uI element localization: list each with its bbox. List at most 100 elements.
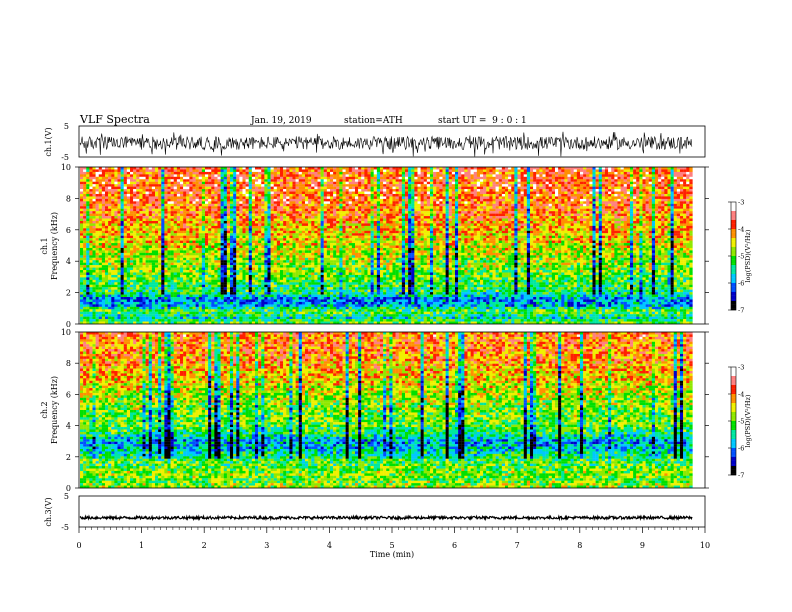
spectrogram-cell	[145, 225, 149, 229]
spectrogram-cell	[133, 201, 137, 204]
spectrogram-cell	[117, 247, 121, 251]
spectrogram-cell	[126, 191, 131, 195]
spectrogram-cell	[314, 294, 318, 298]
spectrogram-cell	[276, 220, 281, 224]
spectrogram-cell	[242, 301, 246, 305]
spectrogram-cell	[242, 277, 246, 280]
spectrogram-cell	[317, 292, 321, 295]
spectrogram-cell	[105, 270, 109, 273]
spectrogram-cell	[130, 272, 134, 276]
spectrogram-cell	[226, 201, 231, 204]
spectrogram-cell	[89, 228, 93, 231]
spectrogram-cell	[111, 294, 115, 298]
spectrogram-cell	[320, 167, 324, 170]
spectrogram-cell	[136, 198, 140, 202]
spectrogram-cell	[86, 270, 90, 273]
spectrogram-cell	[298, 230, 303, 234]
spectrogram-cell	[254, 272, 259, 276]
spectrogram-cell	[164, 306, 168, 310]
spectrogram-cell	[192, 262, 196, 266]
spectrogram-cell	[205, 272, 209, 276]
spectrogram-cell	[170, 167, 174, 170]
spectrogram-cell	[108, 272, 112, 276]
spectrogram-cell	[270, 198, 274, 202]
spectrogram-cell	[89, 238, 93, 241]
spectrogram-cell	[223, 316, 228, 320]
spectrogram-cell	[261, 314, 265, 317]
spectrogram-cell	[180, 270, 184, 273]
spectrogram-cell	[161, 213, 165, 217]
spectrogram-cell	[201, 233, 206, 236]
spectrogram-cell	[101, 245, 106, 249]
spectrogram-cell	[114, 282, 118, 285]
spectrogram-cell	[164, 247, 168, 251]
spectrogram-cell	[173, 230, 178, 234]
spectrogram-cell	[98, 304, 103, 307]
spectrogram-cell	[236, 255, 240, 258]
spectrogram-cell	[258, 243, 262, 246]
spectrogram-cell	[311, 287, 315, 290]
spectrogram-cell	[98, 306, 103, 310]
spectrogram-cell	[139, 309, 143, 312]
spectrogram-cell	[233, 228, 237, 231]
spectrogram-cell	[289, 243, 293, 246]
spectrogram-cell	[130, 309, 134, 312]
spectrogram-cell	[130, 270, 134, 273]
spectrogram-cell	[258, 206, 262, 209]
spectrogram-cell	[267, 225, 271, 229]
spectrogram-cell	[208, 272, 212, 276]
spectrogram-cell	[283, 243, 287, 246]
spectrogram-cell	[264, 316, 268, 320]
spectrogram-cell	[183, 233, 187, 236]
spectrogram-cell	[239, 277, 243, 280]
spectrogram-cell	[158, 247, 162, 251]
spectrogram-cell	[289, 203, 293, 207]
spectrogram-cell	[236, 289, 240, 293]
spectrogram-cell	[145, 247, 149, 251]
spectrogram-cell	[226, 274, 231, 278]
spectrogram-cell	[195, 316, 199, 320]
spectrogram-cell	[298, 169, 303, 173]
spectrogram-cell	[201, 309, 206, 312]
spectrogram-cell	[148, 282, 153, 285]
spectrogram-cell	[276, 196, 281, 200]
spectrogram-cell	[180, 316, 184, 320]
spectrogram-cell	[114, 277, 118, 280]
spectrogram-cell	[95, 216, 99, 219]
spectrogram-cell	[226, 321, 231, 325]
spectrogram-cell	[123, 213, 128, 217]
spectrogram-cell	[148, 211, 153, 214]
spectrogram-cell	[111, 267, 115, 271]
spectrogram-cell	[286, 238, 290, 241]
spectrogram-cell	[264, 223, 268, 227]
spectrogram-cell	[317, 297, 321, 300]
spectrogram-cell	[136, 203, 140, 207]
spectrogram-cell	[180, 282, 184, 285]
spectrogram-cell	[239, 184, 243, 187]
spectrogram-cell	[295, 292, 299, 295]
spectrogram-cell	[92, 282, 96, 285]
spectrogram-cell	[83, 250, 87, 254]
spectrogram-cell	[308, 167, 312, 170]
spectrogram-cell	[295, 287, 299, 290]
spectrogram-cell	[261, 274, 265, 278]
spectrogram-cell	[233, 304, 237, 307]
spectrogram-cell	[176, 167, 181, 170]
spectrogram-cell	[248, 301, 253, 305]
spectrogram-cell	[248, 282, 253, 285]
spectrogram-cell	[217, 196, 221, 200]
spectrogram-cell	[214, 213, 218, 217]
spectrogram-cell	[173, 287, 178, 290]
spectrogram-cell	[142, 203, 146, 207]
spectrogram-cell	[148, 201, 153, 204]
spectrogram-cell	[248, 311, 253, 315]
spectrogram-cell	[192, 287, 196, 290]
spectrogram-cell	[89, 193, 93, 197]
spectrogram-cell	[130, 179, 134, 182]
spectrogram-cell	[101, 272, 106, 276]
spectrogram-cell	[139, 262, 143, 266]
spectrogram-cell	[186, 193, 190, 197]
spectrogram-cell	[139, 179, 143, 182]
spectrogram-cell	[111, 297, 115, 300]
spectrogram-cell	[236, 230, 240, 234]
